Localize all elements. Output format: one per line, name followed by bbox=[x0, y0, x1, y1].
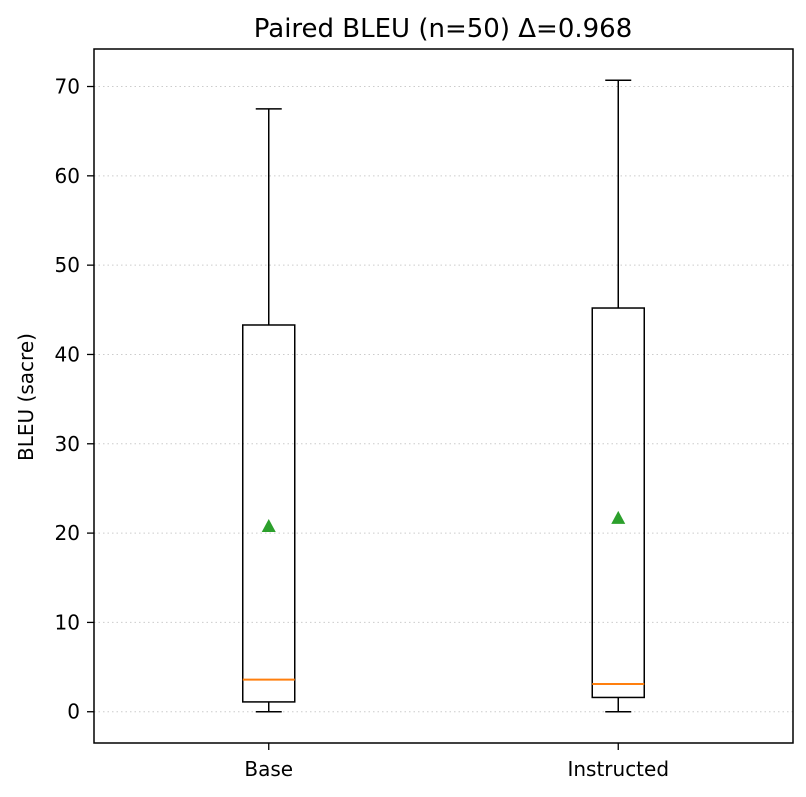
y-axis-label: BLEU (sacre) bbox=[14, 333, 38, 461]
mean-marker bbox=[261, 518, 276, 532]
box-instructed bbox=[591, 79, 645, 713]
y-tick-label: 10 bbox=[55, 610, 80, 634]
y-axis-ticks: 0 10 20 30 40 50 60 70 bbox=[55, 75, 94, 724]
chart-title: Paired BLEU (n=50) Δ=0.968 bbox=[254, 14, 633, 44]
y-tick-label: 30 bbox=[55, 432, 80, 456]
y-tick-label: 40 bbox=[55, 342, 80, 366]
x-tick-label: Instructed bbox=[567, 757, 669, 781]
x-tick-label: Base bbox=[244, 757, 293, 781]
box-group bbox=[242, 79, 645, 713]
y-tick-label: 70 bbox=[55, 75, 80, 99]
box-iqr bbox=[242, 324, 296, 703]
y-tick-label: 60 bbox=[55, 164, 80, 188]
y-tick-label: 0 bbox=[67, 700, 80, 724]
y-gridlines bbox=[94, 86, 793, 713]
x-axis-ticks: Base Instructed bbox=[244, 743, 669, 781]
plot-frame bbox=[93, 48, 794, 744]
y-tick-label: 20 bbox=[55, 521, 80, 545]
mean-marker bbox=[611, 510, 626, 524]
box-iqr bbox=[591, 307, 645, 699]
box-base bbox=[242, 108, 296, 713]
y-tick-label: 50 bbox=[55, 253, 80, 277]
